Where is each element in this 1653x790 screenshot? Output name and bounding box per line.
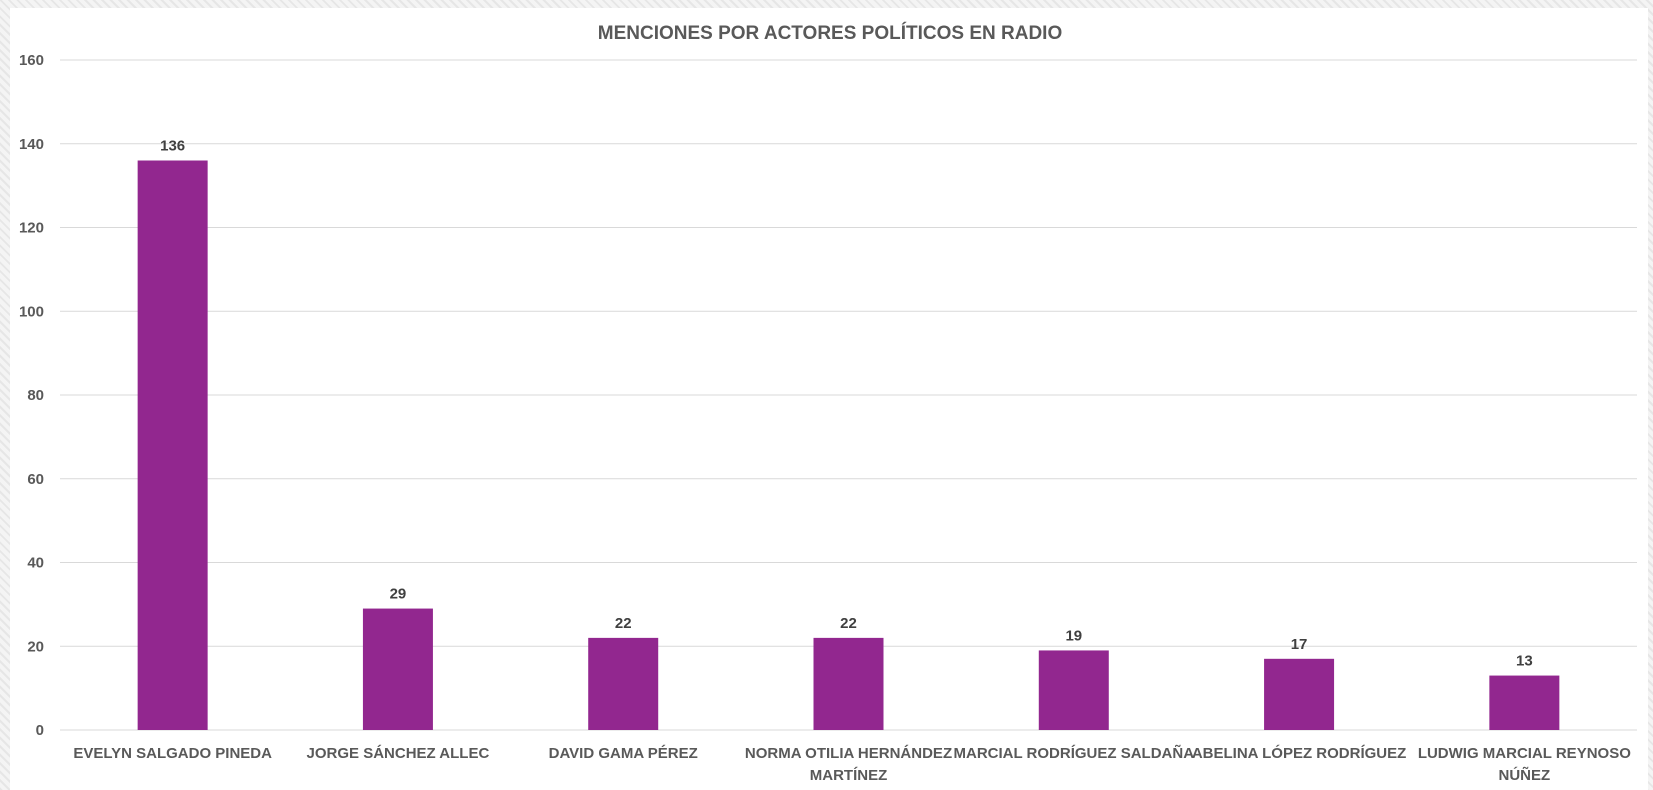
bar: [813, 637, 884, 730]
x-tick-label: MARCIAL RODRÍGUEZ SALDAÑA: [954, 744, 1195, 762]
x-tick-label: NORMA OTILIA HERNÁNDEZ MARTÍNEZ: [745, 745, 952, 784]
y-axis: 0 20 40 60 80 100 120 140 160: [19, 52, 44, 739]
y-tick-label: 80: [27, 387, 44, 404]
bar: [362, 608, 433, 730]
data-label: 19: [1065, 627, 1082, 644]
data-label: 22: [615, 615, 632, 632]
y-tick-label: 40: [27, 555, 44, 572]
x-tick-label: ABELINA LÓPEZ RODRÍGUEZ: [1192, 744, 1406, 762]
data-label: 13: [1516, 653, 1533, 670]
x-axis: EVELYN SALGADO PINEDA JORGE SÁNCHEZ ALLEC…: [73, 744, 1631, 784]
data-label: 22: [840, 615, 857, 632]
x-tick-label: EVELYN SALGADO PINEDA: [73, 745, 272, 762]
y-tick-label: 160: [19, 52, 44, 69]
y-tick-label: 0: [36, 722, 44, 739]
y-tick-label: 140: [19, 136, 44, 153]
y-tick-label: 60: [27, 471, 44, 488]
bar: [1264, 658, 1335, 730]
x-tick-label: DAVID GAMA PÉREZ: [549, 745, 698, 762]
y-tick-label: 20: [27, 638, 44, 655]
bar: [588, 637, 659, 730]
gridlines: [60, 59, 1637, 731]
chart-title: MENCIONES POR ACTORES POLÍTICOS EN RADIO: [598, 22, 1063, 44]
bar: [137, 160, 208, 730]
y-tick-label: 100: [19, 303, 44, 320]
bar: [1489, 675, 1560, 730]
bars: [137, 160, 1560, 730]
data-label: 17: [1291, 636, 1308, 653]
data-label: 29: [390, 586, 407, 603]
data-label: 136: [160, 138, 185, 155]
y-tick-label: 120: [19, 220, 44, 237]
x-tick-label: LUDWIG MARCIAL REYNOSO NÚÑEZ: [1418, 745, 1631, 784]
bar: [1038, 650, 1109, 730]
data-labels: 136 29 22 22 19 17 13: [160, 138, 1533, 670]
x-tick-label: JORGE SÁNCHEZ ALLEC: [307, 745, 490, 762]
